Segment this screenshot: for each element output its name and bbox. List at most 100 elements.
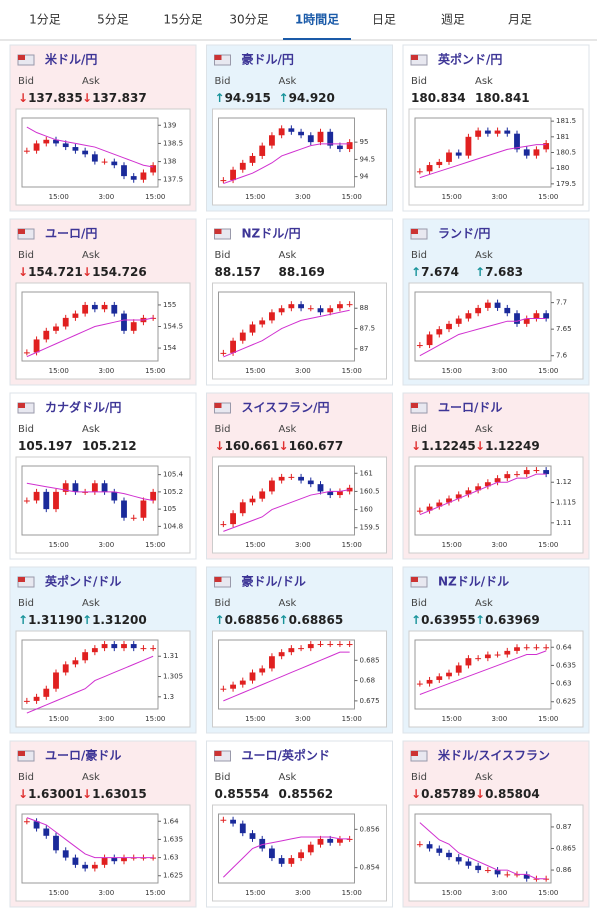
bid-label: Bid — [18, 76, 34, 87]
bid-price: 160.661 — [225, 439, 280, 453]
moving-average — [26, 655, 154, 714]
candle — [278, 858, 285, 864]
y-tick-label: 180 — [556, 164, 569, 172]
candle — [465, 658, 472, 666]
candle — [101, 857, 108, 865]
x-tick-label: 15:00 — [442, 367, 462, 375]
candle — [259, 838, 266, 849]
ask-price: 137.837 — [92, 91, 147, 105]
y-tick-label: 159.5 — [360, 524, 380, 532]
candle — [269, 312, 275, 321]
candle — [337, 145, 343, 150]
x-tick-label: 15:00 — [145, 715, 165, 723]
candle — [101, 483, 108, 492]
tab[interactable]: 日足 — [372, 13, 396, 27]
ask-value: 88.169 — [279, 265, 325, 279]
x-tick-label: 15:00 — [49, 367, 69, 375]
ask-price: 180.841 — [475, 91, 530, 105]
pair-title: スイスフラン/円 — [242, 401, 330, 415]
candle — [130, 322, 137, 331]
candle — [543, 143, 550, 150]
x-tick-label: 3:00 — [98, 715, 114, 723]
candle — [543, 313, 550, 319]
ask-label: Ask — [82, 76, 100, 87]
plot-area — [218, 639, 355, 710]
candle — [249, 155, 256, 163]
tab[interactable]: 30分足 — [229, 13, 268, 27]
flag-stripe — [411, 751, 418, 756]
candle — [220, 524, 227, 526]
ask-label: Ask — [82, 772, 100, 783]
y-tick-label: 95 — [360, 138, 369, 146]
ask-price: 0.68865 — [289, 613, 344, 627]
tab[interactable]: 15分足 — [163, 13, 202, 27]
bid-value: ↓0.85789 — [411, 787, 476, 801]
ask-value: ↑1.31200 — [82, 613, 147, 627]
y-tick-label: 0.675 — [360, 697, 380, 705]
candle — [307, 135, 314, 143]
candle — [514, 313, 520, 324]
moving-average — [419, 473, 547, 516]
candle — [307, 644, 314, 649]
moving-average — [26, 126, 154, 168]
candle — [239, 332, 246, 341]
bid-price: 180.834 — [411, 91, 466, 105]
pair-title: 豪ドル/ドル — [242, 574, 306, 589]
tab[interactable]: 週足 — [441, 13, 465, 27]
candle — [239, 502, 246, 514]
candle — [91, 304, 98, 310]
candle — [446, 852, 452, 858]
candle — [23, 500, 30, 502]
tab[interactable]: 1分足 — [29, 13, 61, 27]
y-tick-label: 138.5 — [163, 139, 183, 147]
candle — [307, 480, 314, 485]
x-tick-label: 3:00 — [295, 367, 311, 375]
moving-average — [419, 144, 547, 179]
x-tick-label: 15:00 — [442, 715, 462, 723]
ask-value: ↑94.920 — [279, 91, 335, 105]
candle — [307, 844, 314, 853]
candle — [43, 491, 50, 510]
pair-title: ユーロ/円 — [45, 227, 97, 241]
bid-label: Bid — [18, 598, 34, 609]
direction-arrow: ↓ — [82, 91, 92, 105]
x-tick-label: 3:00 — [98, 541, 114, 549]
bid-label: Bid — [215, 598, 231, 609]
bid-price: 94.915 — [225, 91, 271, 105]
candle — [33, 339, 40, 353]
y-tick-label: 0.87 — [556, 823, 572, 831]
direction-arrow: ↑ — [279, 91, 289, 105]
candle — [230, 684, 236, 689]
x-tick-label: 15:00 — [538, 889, 558, 897]
candle — [494, 302, 501, 308]
bid-label: Bid — [411, 250, 427, 261]
candle — [494, 130, 501, 134]
y-tick-label: 137.5 — [163, 176, 183, 184]
tab[interactable]: 月足 — [508, 13, 532, 27]
bid-price: 88.157 — [215, 265, 261, 279]
flag-stripe — [214, 229, 222, 234]
candle — [484, 482, 491, 487]
candle — [346, 142, 353, 150]
candle — [72, 483, 79, 492]
bid-value: ↑1.31190 — [18, 613, 83, 627]
ask-label: Ask — [475, 250, 493, 261]
candle — [62, 317, 69, 327]
bid-label: Bid — [18, 250, 34, 261]
tab[interactable]: 1時間足 — [295, 12, 339, 27]
candle — [514, 133, 520, 150]
direction-arrow: ↓ — [279, 439, 289, 453]
direction-arrow: ↑ — [18, 613, 28, 627]
tab[interactable]: 5分足 — [97, 13, 129, 27]
y-tick-label: 181.5 — [556, 117, 576, 125]
bid-value: 105.197 — [18, 439, 73, 453]
y-tick-label: 0.64 — [556, 643, 572, 651]
x-tick-label: 15:00 — [342, 715, 362, 723]
candle — [150, 165, 157, 173]
y-tick-label: 155 — [163, 301, 176, 309]
x-tick-label: 3:00 — [98, 193, 114, 201]
candle — [298, 852, 304, 859]
candle — [230, 340, 236, 353]
ask-label: Ask — [475, 76, 493, 87]
plot-area — [218, 117, 355, 188]
